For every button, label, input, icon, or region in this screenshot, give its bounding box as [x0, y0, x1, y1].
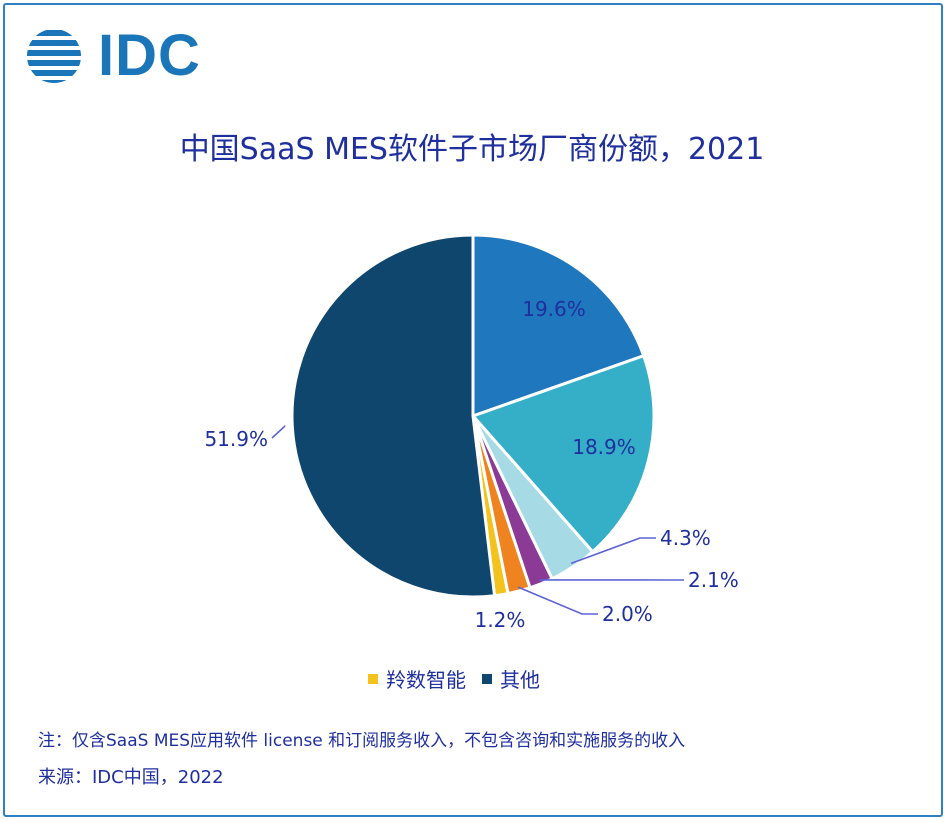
legend-swatch: [482, 673, 492, 684]
footnote: 注：仅含SaaS MES应用软件 license 和订阅服务收入，不包含咨询和实…: [38, 731, 686, 751]
chart-legend: 羚数智能 其他: [368, 664, 540, 693]
legend-swatch: [368, 673, 378, 684]
legend-label: 羚数智能: [386, 668, 466, 692]
legend-label: 其他: [500, 668, 540, 692]
slice-label: 18.9%: [572, 435, 636, 459]
slice-label: 4.3%: [660, 526, 711, 550]
slice-label: 19.6%: [522, 297, 586, 321]
chart-title: 中国SaaS MES软件子市场厂商份额，2021: [179, 132, 765, 167]
slice-label: 51.9%: [204, 427, 268, 451]
legend-item-lingshu: 羚数智能: [368, 664, 466, 693]
leader-line: [271, 425, 286, 439]
logo-wordmark: IDC: [98, 23, 201, 88]
slice-label: 1.2%: [475, 608, 526, 632]
legend-item-others: 其他: [482, 664, 540, 693]
pie-slice: [290, 233, 497, 599]
pie-slice: [470, 353, 656, 554]
leader-line: [517, 586, 598, 615]
idc-logo: IDC: [24, 24, 214, 88]
leader-line: [570, 537, 656, 565]
idc-globe-icon: [27, 30, 81, 83]
slice-label: 2.1%: [688, 568, 739, 592]
source-line: 来源：IDC中国，2022: [38, 767, 224, 788]
slice-label: 2.0%: [602, 602, 653, 626]
